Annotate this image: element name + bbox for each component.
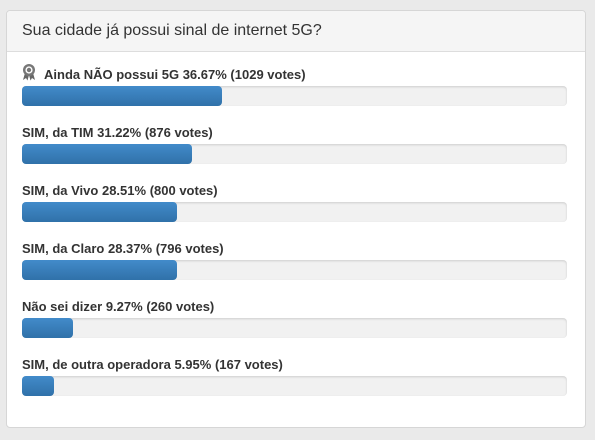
progress-bar [22,202,178,222]
poll-option: Ainda NÃO possui 5G 36.67% (1029 votes) [22,63,567,122]
poll-option: SIM, da TIM 31.22% (876 votes) [22,122,567,180]
option-percent: 31.22% [97,125,142,140]
option-percent: 9.27% [105,299,143,314]
option-label-row: SIM, da Vivo 28.51% (800 votes) [22,180,567,202]
option-votes: (800 votes) [149,183,218,198]
progress-bar [22,318,73,338]
poll-option: SIM, de outra operadora 5.95% (167 votes… [22,354,567,412]
progress-track [22,202,567,222]
progress-track [22,260,567,280]
option-votes: (260 votes) [146,299,215,314]
winner-icon [22,63,36,88]
option-label: Ainda NÃO possui 5G [44,67,180,82]
option-votes: (1029 votes) [230,67,306,82]
poll-title: Sua cidade já possui sinal de internet 5… [7,11,585,52]
option-label-row: SIM, de outra operadora 5.95% (167 votes… [22,354,567,376]
poll-panel: Sua cidade já possui sinal de internet 5… [6,10,586,428]
option-label: SIM, de outra operadora [22,357,171,372]
option-votes: (167 votes) [214,357,283,372]
progress-track [22,86,567,106]
poll-option: Não sei dizer 9.27% (260 votes) [22,296,567,354]
option-label-row: SIM, da TIM 31.22% (876 votes) [22,122,567,144]
progress-track [22,144,567,164]
progress-bar [22,260,177,280]
option-votes: (796 votes) [155,241,224,256]
poll-option: SIM, da Vivo 28.51% (800 votes) [22,180,567,238]
option-label-row: SIM, da Claro 28.37% (796 votes) [22,238,567,260]
option-label: SIM, da TIM [22,125,94,140]
progress-bar [22,86,222,106]
option-percent: 5.95% [174,357,212,372]
poll-options: Ainda NÃO possui 5G 36.67% (1029 votes) S… [22,63,567,412]
poll-option: SIM, da Claro 28.37% (796 votes) [22,238,567,296]
option-label-row: Ainda NÃO possui 5G 36.67% (1029 votes) [22,63,567,88]
option-percent: 36.67% [182,67,227,82]
option-label: SIM, da Vivo [22,183,99,198]
option-votes: (876 votes) [144,125,213,140]
option-label: Não sei dizer [22,299,103,314]
option-label-row: Não sei dizer 9.27% (260 votes) [22,296,567,318]
progress-bar [22,376,55,396]
progress-track [22,376,567,396]
progress-track [22,318,567,338]
option-label: SIM, da Claro [22,241,105,256]
option-percent: 28.51% [101,183,147,198]
option-percent: 28.37% [107,241,153,256]
progress-bar [22,144,193,164]
